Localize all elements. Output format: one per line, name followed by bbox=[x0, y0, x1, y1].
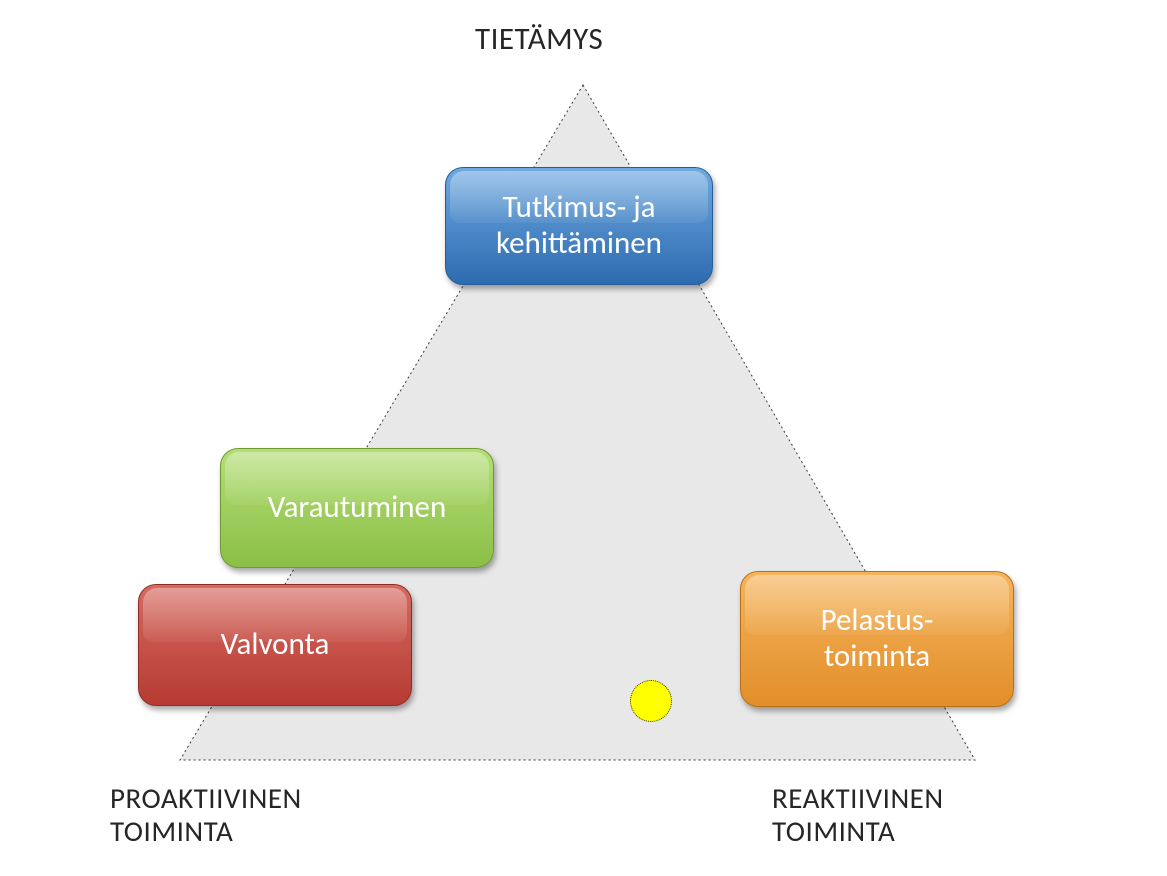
box-research-label: Tutkimus- ja kehittäminen bbox=[496, 190, 662, 261]
box-rescue-label: Pelastus- toiminta bbox=[821, 603, 934, 674]
box-research: Tutkimus- ja kehittäminen bbox=[445, 167, 713, 285]
diagram-stage: TIETÄMYS PROAKTIIVINEN TOIMINTA REAKTIIV… bbox=[0, 0, 1167, 876]
triangle-shape bbox=[0, 0, 1167, 876]
box-preparedness-label: Varautuminen bbox=[268, 490, 447, 526]
box-supervision-label: Valvonta bbox=[221, 627, 330, 663]
box-rescue: Pelastus- toiminta bbox=[740, 571, 1014, 707]
box-preparedness: Varautuminen bbox=[220, 448, 494, 568]
vertex-label-right: REAKTIIVINEN TOIMINTA bbox=[772, 782, 944, 849]
box-supervision: Valvonta bbox=[138, 584, 412, 706]
marker-dot bbox=[630, 680, 672, 722]
vertex-label-top: TIETÄMYS bbox=[475, 22, 603, 58]
vertex-label-left: PROAKTIIVINEN TOIMINTA bbox=[110, 782, 302, 849]
